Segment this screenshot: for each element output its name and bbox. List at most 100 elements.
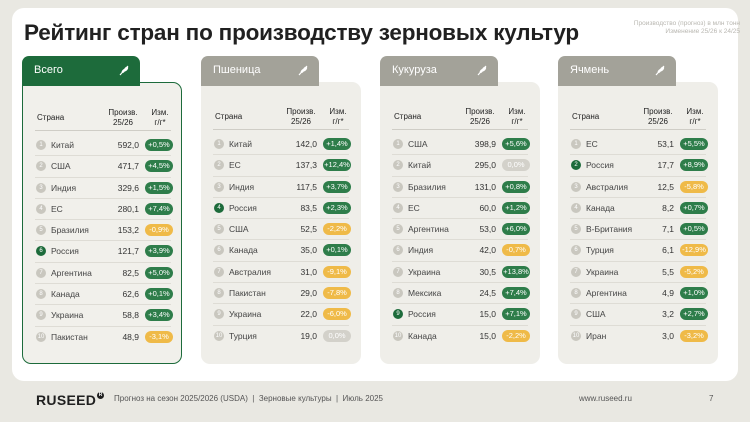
header-country: Страна xyxy=(37,113,65,122)
country-name: Австралия xyxy=(586,181,628,192)
tab-total[interactable]: Всего xyxy=(22,56,140,86)
table-row: 7 Аргентина 82,5 +5,0% xyxy=(35,263,173,285)
rank-badge: 6 xyxy=(36,246,46,257)
table-row: 10 Турция 19,0 0,0% xyxy=(213,326,351,347)
wheat-icon xyxy=(655,65,665,76)
change-badge: -0,9% xyxy=(145,224,173,237)
subtitle-note: Производство (прогноз) в млн тонн Измене… xyxy=(633,20,740,35)
country-name: Австралия xyxy=(229,266,271,277)
rank-badge: 5 xyxy=(571,224,581,235)
rank-badge: 2 xyxy=(214,160,224,171)
tab-corn[interactable]: Кукуруза xyxy=(380,56,498,86)
change-badge: +1,5% xyxy=(145,181,173,194)
change-badge: -3,1% xyxy=(145,330,173,343)
table-row: 6 Индия 42,0 -0,7% xyxy=(392,240,530,262)
table-row: 5 США 52,5 -2,2% xyxy=(213,219,351,241)
change-badge: +8,9% xyxy=(680,159,708,172)
country-name: Аргентина xyxy=(586,288,627,299)
country-name: Пакистан xyxy=(229,288,266,299)
rank-badge: 2 xyxy=(393,160,403,171)
header-country: Страна xyxy=(572,112,600,121)
table-header: Страна Произв. 25/26 Изм. г/г* xyxy=(392,98,528,130)
page-title: Рейтинг стран по производству зерновых к… xyxy=(24,20,579,45)
production-value: 83,5 xyxy=(300,202,317,213)
production-value: 62,6 xyxy=(122,289,139,300)
table-row: 8 Аргентина 4,9 +1,0% xyxy=(570,283,708,305)
table-row: 2 Россия 17,7 +8,9% xyxy=(570,155,708,177)
brand-logo[interactable]: RUSEED R xyxy=(36,392,105,408)
change-badge: +3,9% xyxy=(145,245,173,258)
rank-badge: 8 xyxy=(36,289,46,300)
table-row: 8 Мексика 24,5 +7,4% xyxy=(392,283,530,305)
table-row: 2 Китай 295,0 0,0% xyxy=(392,155,530,177)
country-name: Украина xyxy=(229,309,262,320)
change-badge: +0,5% xyxy=(680,223,708,236)
wheat-icon xyxy=(119,65,129,76)
change-badge: +12,4% xyxy=(323,159,351,172)
production-value: 31,0 xyxy=(300,266,317,277)
header-change: Изм. г/г* xyxy=(329,107,347,126)
rank-badge: 7 xyxy=(393,266,403,277)
change-badge: +2,3% xyxy=(323,201,351,214)
rank-badge: 6 xyxy=(393,245,403,256)
rank-badge: 9 xyxy=(393,309,403,320)
rank-badge: 9 xyxy=(214,309,224,320)
country-name: Китай xyxy=(408,160,431,171)
table-row: 8 Канада 62,6 +0,1% xyxy=(35,284,173,306)
rank-badge: 3 xyxy=(36,182,46,193)
production-value: 15,0 xyxy=(479,309,496,320)
table-row: 5 Аргентина 53,0 +6,0% xyxy=(392,219,530,241)
production-value: 60,0 xyxy=(479,202,496,213)
tab-label: Ячмень xyxy=(570,64,610,76)
rank-badge: 4 xyxy=(571,202,581,213)
change-badge: -5,8% xyxy=(680,180,708,193)
table-row: 6 Канада 35,0 +0,1% xyxy=(213,240,351,262)
table-row: 4 Россия 83,5 +2,3% xyxy=(213,198,351,220)
rank-badge: 2 xyxy=(36,161,46,172)
production-value: 4,9 xyxy=(662,288,674,299)
rank-badge: 3 xyxy=(571,181,581,192)
production-value: 35,0 xyxy=(300,245,317,256)
tab-wheat[interactable]: Пшеница xyxy=(201,56,319,86)
change-badge: +0,1% xyxy=(323,244,351,257)
rank-badge: 3 xyxy=(214,181,224,192)
production-value: 131,0 xyxy=(474,181,496,192)
site-link[interactable]: www.ruseed.ru xyxy=(579,394,632,403)
header-production: Произв. 25/26 xyxy=(643,107,673,126)
tab-barley[interactable]: Ячмень xyxy=(558,56,676,86)
table-row: 6 Россия 121,7 +3,9% xyxy=(35,241,173,263)
rank-badge: 1 xyxy=(36,140,46,150)
wheat-icon xyxy=(477,65,487,76)
rank-badge: 5 xyxy=(36,225,46,236)
footer-note: Прогноз на сезон 2025/2026 (USDA) | Зерн… xyxy=(114,394,383,403)
card-panel: Страна Произв. 25/26 Изм. г/г* 1 США 398,9 +5… xyxy=(380,82,540,364)
production-value: 48,9 xyxy=(122,331,139,342)
table-body: 1 Китай 142,0 +1,4% 2 ЕС 137,3 +12,4% 3 Индия 117,… xyxy=(213,134,351,347)
card-panel: Страна Произв. 25/26 Изм. г/г* 1 Китай 142,0… xyxy=(201,82,361,364)
change-badge: +5,5% xyxy=(680,138,708,150)
production-value: 280,1 xyxy=(117,203,139,214)
production-value: 15,0 xyxy=(479,330,496,341)
production-value: 295,0 xyxy=(474,160,496,171)
country-name: Индия xyxy=(408,245,434,256)
change-badge: +4,5% xyxy=(145,160,173,173)
change-badge: +2,7% xyxy=(680,308,708,321)
country-name: ЕС xyxy=(408,202,420,213)
country-name: Украина xyxy=(51,310,84,321)
change-badge: +0,7% xyxy=(680,201,708,214)
production-value: 329,6 xyxy=(117,182,139,193)
country-name: Канада xyxy=(408,330,437,341)
production-value: 24,5 xyxy=(479,288,496,299)
table-row: 1 Китай 142,0 +1,4% xyxy=(213,134,351,156)
rank-badge: 5 xyxy=(214,224,224,235)
change-badge: +0,1% xyxy=(145,288,173,301)
rank-badge: 7 xyxy=(571,266,581,277)
rank-badge: 1 xyxy=(393,139,403,149)
production-value: 142,0 xyxy=(295,139,317,149)
country-name: Россия xyxy=(586,160,614,171)
header-change: Изм. г/г* xyxy=(508,107,526,126)
table-body: 1 США 398,9 +5,6% 2 Китай 295,0 0,0% 3 Бразилия 13… xyxy=(392,134,530,347)
rank-badge: 6 xyxy=(214,245,224,256)
table-row: 6 Турция 6,1 -12,9% xyxy=(570,240,708,262)
table-row: 9 Россия 15,0 +7,1% xyxy=(392,304,530,326)
